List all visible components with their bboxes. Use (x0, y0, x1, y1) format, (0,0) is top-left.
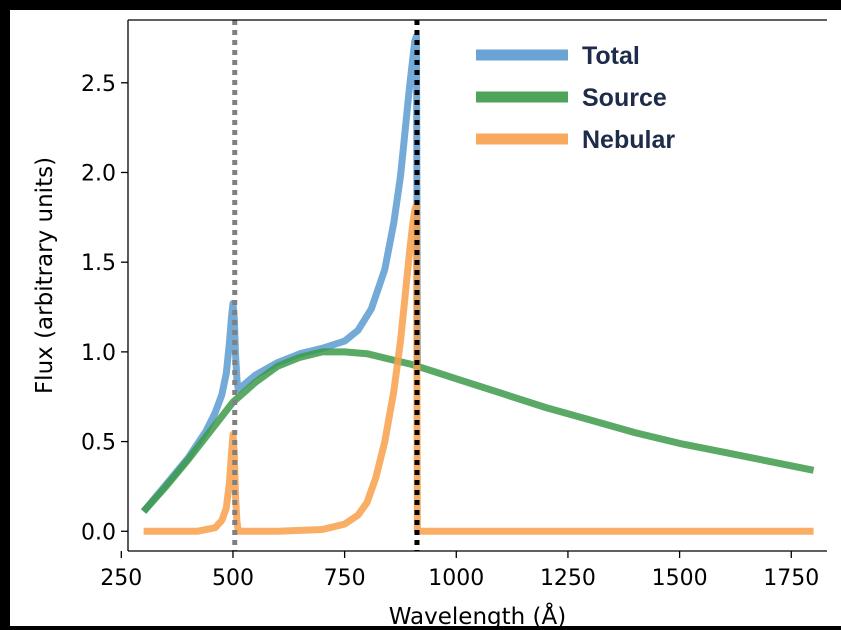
y-tick-label: 0.5 (81, 431, 116, 456)
y-tick-label: 1.0 (81, 341, 116, 366)
series-line-nebular (143, 201, 814, 535)
x-tick-label: 1500 (652, 566, 708, 591)
x-tick-label: 1750 (763, 566, 819, 591)
x-tick-label: 1250 (540, 566, 596, 591)
x-axis-label: Wavelength (Å) (389, 602, 566, 626)
y-axis-label: Flux (arbitrary units) (32, 157, 58, 394)
x-tick-label: 750 (324, 566, 366, 591)
series-lines (140, 32, 815, 535)
x-tick-label: 250 (100, 566, 142, 591)
legend: Total Source Nebular (476, 42, 675, 154)
axes (127, 19, 827, 552)
tick-marks: 250 500 750 1000 1250 1500 1750 0.0 0.5 1.0 1.5 2.0… (81, 72, 819, 591)
reference-lines (232, 20, 420, 551)
y-tick-label: 0.0 (81, 520, 116, 545)
y-tick-label: 2.5 (81, 72, 116, 97)
x-tick-label: 500 (212, 566, 254, 591)
legend-label-source: Source (582, 84, 667, 112)
flux-spectrum-chart: 250 500 750 1000 1250 1500 1750 0.0 0.5 1.0 1.5 2.0… (32, 19, 827, 626)
chart-canvas: 250 500 750 1000 1250 1500 1750 0.0 0.5 1.0 1.5 2.0… (10, 10, 841, 626)
x-tick-label: 1000 (428, 566, 484, 591)
y-tick-label: 1.5 (81, 251, 116, 276)
y-tick-label: 2.0 (81, 161, 116, 186)
legend-label-nebular: Nebular (582, 126, 675, 154)
series-line-source (140, 348, 815, 514)
series-line-total (140, 32, 421, 514)
legend-label-total: Total (582, 42, 640, 70)
